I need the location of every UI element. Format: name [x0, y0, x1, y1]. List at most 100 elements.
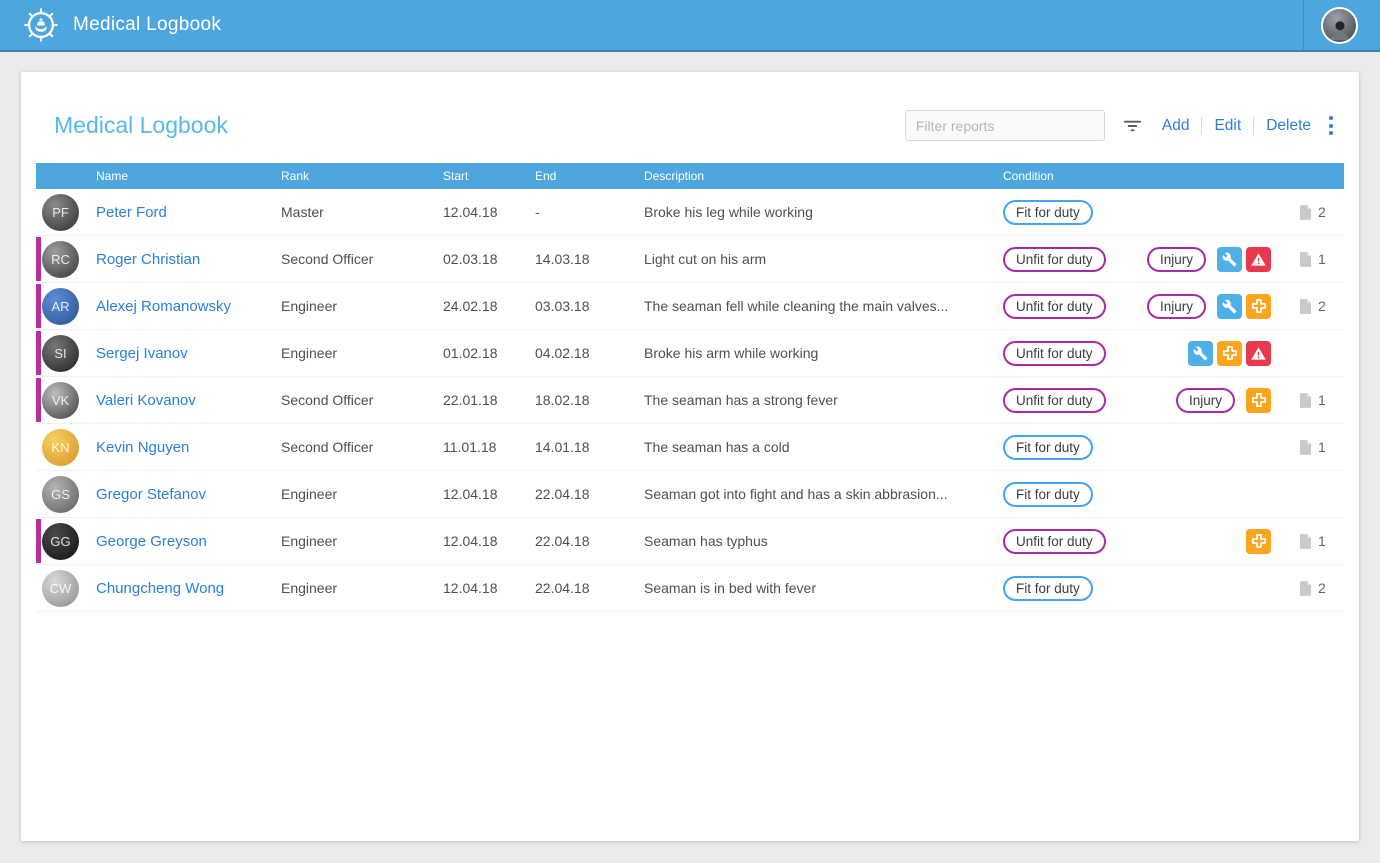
rank-cell: Second Officer [281, 251, 374, 267]
start-date-cell: 01.02.18 [443, 345, 498, 361]
document-count: 2 [1318, 580, 1326, 596]
condition-cell: Unfit for duty [1003, 528, 1160, 554]
crew-name-link[interactable]: Kevin Nguyen [96, 438, 190, 456]
avatar: KN [42, 428, 79, 466]
avatar-initials: SI [54, 345, 67, 361]
documents-cell[interactable]: 1 [1279, 251, 1344, 267]
unfit-marker [36, 519, 41, 563]
start-date-cell: 02.03.18 [443, 251, 498, 267]
table-header-row: Name Rank Start End Description Conditio… [36, 163, 1344, 189]
documents-cell[interactable]: 2 [1279, 580, 1344, 596]
table-row[interactable]: GS Gregor Stefanov Engineer 12.04.18 22.04.1… [36, 471, 1344, 518]
avatar-initials: RC [51, 251, 70, 267]
avatar-cell: CW [36, 569, 96, 607]
document-count: 1 [1318, 533, 1326, 549]
table-row[interactable]: KN Kevin Nguyen Second Officer 11.01.18 14.0… [36, 424, 1344, 471]
rank-cell: Engineer [281, 486, 338, 502]
condition-badge: Unfit for duty [1003, 528, 1106, 554]
action-separator [1253, 117, 1255, 134]
avatar-cell: GS [36, 475, 96, 513]
flags-cell: Injury [1146, 293, 1279, 319]
column-header-start[interactable]: Start [443, 169, 469, 183]
name-cell: Valeri Kovanov [96, 392, 281, 409]
rank-cell: Engineer [281, 345, 338, 361]
warning-icon [1246, 340, 1271, 366]
more-options-icon[interactable] [1329, 115, 1333, 137]
condition-badge: Fit for duty [1003, 199, 1093, 225]
avatar-initials: VK [51, 392, 70, 408]
documents-cell[interactable]: 2 [1279, 298, 1344, 314]
wrench-icon [1188, 340, 1213, 366]
avatar: CW [42, 569, 79, 607]
documents-cell[interactable]: 1 [1279, 533, 1344, 549]
condition-cell: Unfit for duty [1003, 387, 1160, 413]
document-icon [1299, 439, 1312, 455]
avatar-initials: KN [51, 439, 70, 455]
table-row[interactable]: RC Roger Christian Second Officer 02.03.18 1… [36, 236, 1344, 283]
crew-name-link[interactable]: Chungcheng Wong [96, 579, 225, 597]
table-row[interactable]: AR Alexej Romanowsky Engineer 24.02.18 03.03… [36, 283, 1344, 330]
crew-name-link[interactable]: Alexej Romanowsky [96, 297, 232, 315]
table-row[interactable]: PF Peter Ford Master 12.04.18 - Broke his leg… [36, 189, 1344, 236]
avatar-cell: VK [36, 381, 96, 419]
condition-cell: Unfit for duty [1003, 340, 1160, 366]
user-avatar[interactable] [1321, 6, 1358, 44]
crew-name-link[interactable]: Gregor Stefanov [96, 485, 207, 503]
crew-name-link[interactable]: Peter Ford [96, 203, 167, 221]
edit-button[interactable]: Edit [1214, 116, 1242, 134]
condition-badge: Fit for duty [1003, 575, 1093, 601]
crew-name-link[interactable]: Sergej Ivanov [96, 344, 188, 362]
rank-cell: Engineer [281, 533, 338, 549]
wrench-icon [1217, 246, 1242, 272]
flags-cell: Injury [1160, 387, 1279, 413]
warning-icon [1246, 246, 1271, 272]
column-header-rank[interactable]: Rank [281, 169, 310, 183]
delete-button[interactable]: Delete [1266, 116, 1311, 134]
crew-name-link[interactable]: George Greyson [96, 532, 207, 550]
condition-badge: Unfit for duty [1003, 387, 1106, 413]
documents-cell[interactable]: 2 [1279, 204, 1344, 220]
avatar-cell: RC [36, 240, 96, 278]
table-row[interactable]: GG George Greyson Engineer 12.04.18 22.04.18… [36, 518, 1344, 565]
crew-name-link[interactable]: Roger Christian [96, 250, 201, 268]
table-row[interactable]: SI Sergej Ivanov Engineer 01.02.18 04.02.18 B… [36, 330, 1344, 377]
column-header-description[interactable]: Description [644, 169, 705, 183]
end-date-cell: 14.03.18 [535, 251, 590, 267]
injury-badge: Injury [1146, 246, 1206, 272]
flags-cell: Injury [1146, 246, 1279, 272]
column-header-name[interactable]: Name [96, 169, 129, 183]
reports-table: Name Rank Start End Description Conditio… [36, 163, 1344, 612]
start-date-cell: 12.04.18 [443, 204, 498, 220]
column-header-end[interactable]: End [535, 169, 557, 183]
filter-reports-input[interactable] [904, 110, 1105, 141]
app-bar: Medical Logbook [0, 0, 1380, 52]
document-icon [1299, 251, 1312, 267]
condition-cell: Fit for duty [1003, 199, 1160, 225]
description-cell: The seaman has a strong fever [644, 392, 838, 408]
documents-cell[interactable]: 1 [1279, 439, 1344, 455]
crew-name-link[interactable]: Valeri Kovanov [96, 391, 196, 409]
table-row[interactable]: VK Valeri Kovanov Second Officer 22.01.18 18… [36, 377, 1344, 424]
end-date-cell: 14.01.18 [535, 439, 590, 455]
description-cell: Seaman got into fight and has a skin abb… [644, 486, 948, 502]
name-cell: Chungcheng Wong [96, 580, 281, 597]
avatar-cell: KN [36, 428, 96, 466]
start-date-cell: 12.04.18 [443, 486, 498, 502]
documents-cell[interactable]: 1 [1279, 392, 1344, 408]
document-count: 2 [1318, 298, 1326, 314]
action-separator [1201, 117, 1203, 134]
filter-icon[interactable] [1123, 119, 1142, 133]
unfit-marker [36, 237, 41, 281]
column-header-condition[interactable]: Condition [1003, 169, 1054, 183]
add-button[interactable]: Add [1161, 116, 1190, 134]
app-title: Medical Logbook [73, 14, 222, 35]
name-cell: Kevin Nguyen [96, 439, 281, 456]
name-cell: Peter Ford [96, 204, 281, 221]
condition-cell: Unfit for duty [1003, 293, 1160, 319]
avatar-cell: GG [36, 522, 96, 560]
avatar-initials: CW [49, 580, 72, 596]
table-row[interactable]: CW Chungcheng Wong Engineer 12.04.18 22.04.1… [36, 565, 1344, 612]
condition-badge: Fit for duty [1003, 481, 1093, 507]
avatar-initials: GG [50, 533, 71, 549]
avatar-cell: AR [36, 287, 96, 325]
